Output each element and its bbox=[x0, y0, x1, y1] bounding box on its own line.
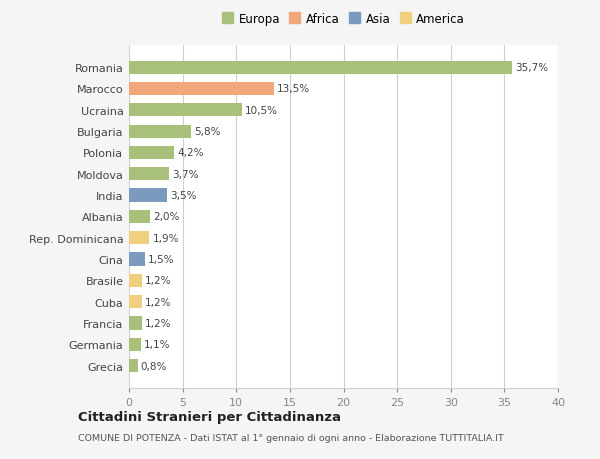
Text: 1,2%: 1,2% bbox=[145, 297, 172, 307]
Text: Cittadini Stranieri per Cittadinanza: Cittadini Stranieri per Cittadinanza bbox=[78, 410, 341, 423]
Text: 2,0%: 2,0% bbox=[154, 212, 180, 222]
Text: 10,5%: 10,5% bbox=[245, 106, 278, 116]
Text: 1,9%: 1,9% bbox=[152, 233, 179, 243]
Text: 3,7%: 3,7% bbox=[172, 169, 199, 179]
Legend: Europa, Africa, Asia, America: Europa, Africa, Asia, America bbox=[220, 11, 467, 28]
Text: 4,2%: 4,2% bbox=[177, 148, 204, 158]
Text: 35,7%: 35,7% bbox=[515, 63, 548, 73]
Bar bbox=[129, 253, 145, 266]
Bar bbox=[129, 146, 174, 160]
Bar bbox=[129, 83, 274, 96]
Bar bbox=[129, 359, 137, 372]
Text: 0,8%: 0,8% bbox=[141, 361, 167, 371]
Bar bbox=[129, 231, 149, 245]
Bar bbox=[129, 317, 142, 330]
Text: 1,2%: 1,2% bbox=[145, 276, 172, 285]
Bar bbox=[129, 168, 169, 181]
Text: COMUNE DI POTENZA - Dati ISTAT al 1° gennaio di ogni anno - Elaborazione TUTTITA: COMUNE DI POTENZA - Dati ISTAT al 1° gen… bbox=[78, 433, 504, 442]
Bar bbox=[129, 62, 512, 75]
Text: 13,5%: 13,5% bbox=[277, 84, 310, 94]
Bar bbox=[129, 210, 151, 224]
Bar bbox=[129, 295, 142, 308]
Text: 1,2%: 1,2% bbox=[145, 318, 172, 328]
Bar bbox=[129, 189, 167, 202]
Text: 5,8%: 5,8% bbox=[194, 127, 221, 137]
Bar bbox=[129, 274, 142, 287]
Text: 1,5%: 1,5% bbox=[148, 254, 175, 264]
Text: 1,1%: 1,1% bbox=[144, 340, 170, 349]
Bar bbox=[129, 104, 242, 117]
Text: 3,5%: 3,5% bbox=[170, 190, 196, 201]
Bar bbox=[129, 338, 141, 351]
Bar bbox=[129, 125, 191, 139]
